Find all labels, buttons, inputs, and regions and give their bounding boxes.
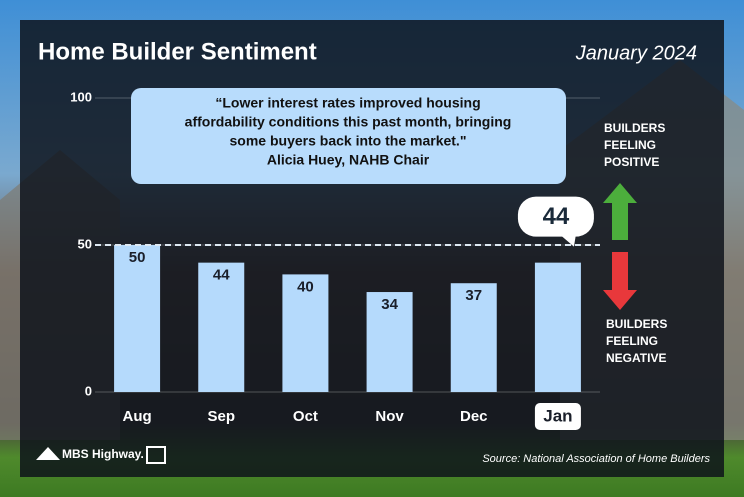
bar [534, 262, 581, 392]
positive-label: FEELING [604, 138, 656, 152]
source: Source: National Association of Home Bui… [482, 453, 710, 465]
y-tick-label: 100 [70, 89, 92, 104]
bar [114, 245, 161, 392]
logo-icon [36, 447, 60, 460]
negative-label: NEGATIVE [606, 351, 666, 365]
negative-label: FEELING [606, 334, 658, 348]
quote-line: “Lower interest rates improved housing [215, 95, 480, 111]
quote-line: some buyers back into the market." [230, 133, 467, 149]
quote-line: affordability conditions this past month… [185, 114, 512, 130]
callout-bubble [517, 196, 594, 237]
value-label: 50 [129, 249, 146, 266]
x-tick-label: Dec [460, 408, 488, 425]
down-arrow [603, 252, 637, 310]
x-tick-highlight [534, 403, 581, 430]
bar [282, 274, 329, 392]
negative-label: BUILDERS [606, 317, 667, 331]
value-label: 34 [381, 296, 398, 313]
value-label: 37 [465, 287, 482, 304]
value-label: 40 [297, 278, 314, 295]
chart-subtitle: January 2024 [575, 42, 697, 64]
logo-text: MBS Highway. [62, 447, 144, 461]
bar [450, 283, 497, 392]
value-label: 44 [543, 203, 570, 230]
positive-label: BUILDERS [604, 121, 665, 135]
x-tick-label: Sep [207, 408, 235, 425]
chart-title: Home Builder Sentiment [38, 38, 317, 65]
positive-label: POSITIVE [604, 155, 659, 169]
x-tick-label: Aug [122, 408, 151, 425]
up-arrow [603, 183, 637, 240]
callout-tail [559, 234, 576, 247]
x-tick-label: Jan [543, 406, 572, 425]
x-tick-label: Oct [293, 408, 318, 425]
quote-attribution: Alicia Huey, NAHB Chair [267, 152, 430, 168]
bar [198, 262, 245, 392]
value-label: 44 [213, 267, 230, 284]
x-tick-label: Nov [375, 408, 404, 425]
equal-housing-icon [146, 446, 166, 464]
quote-box [131, 88, 566, 184]
side-labels: BUILDERS FEELING POSITIVE BUILDERS FEELING NE… [604, 121, 667, 365]
y-tick-label: 50 [78, 236, 92, 251]
plot: 0 50 100 Aug 50 Sep 44 Oct 40 Nov 34 Dec 37 Jan 44 [70, 89, 600, 430]
quote: “Lower interest rates improved housing af… [185, 95, 512, 168]
bar [366, 292, 413, 392]
y-tick-label: 0 [85, 383, 92, 398]
